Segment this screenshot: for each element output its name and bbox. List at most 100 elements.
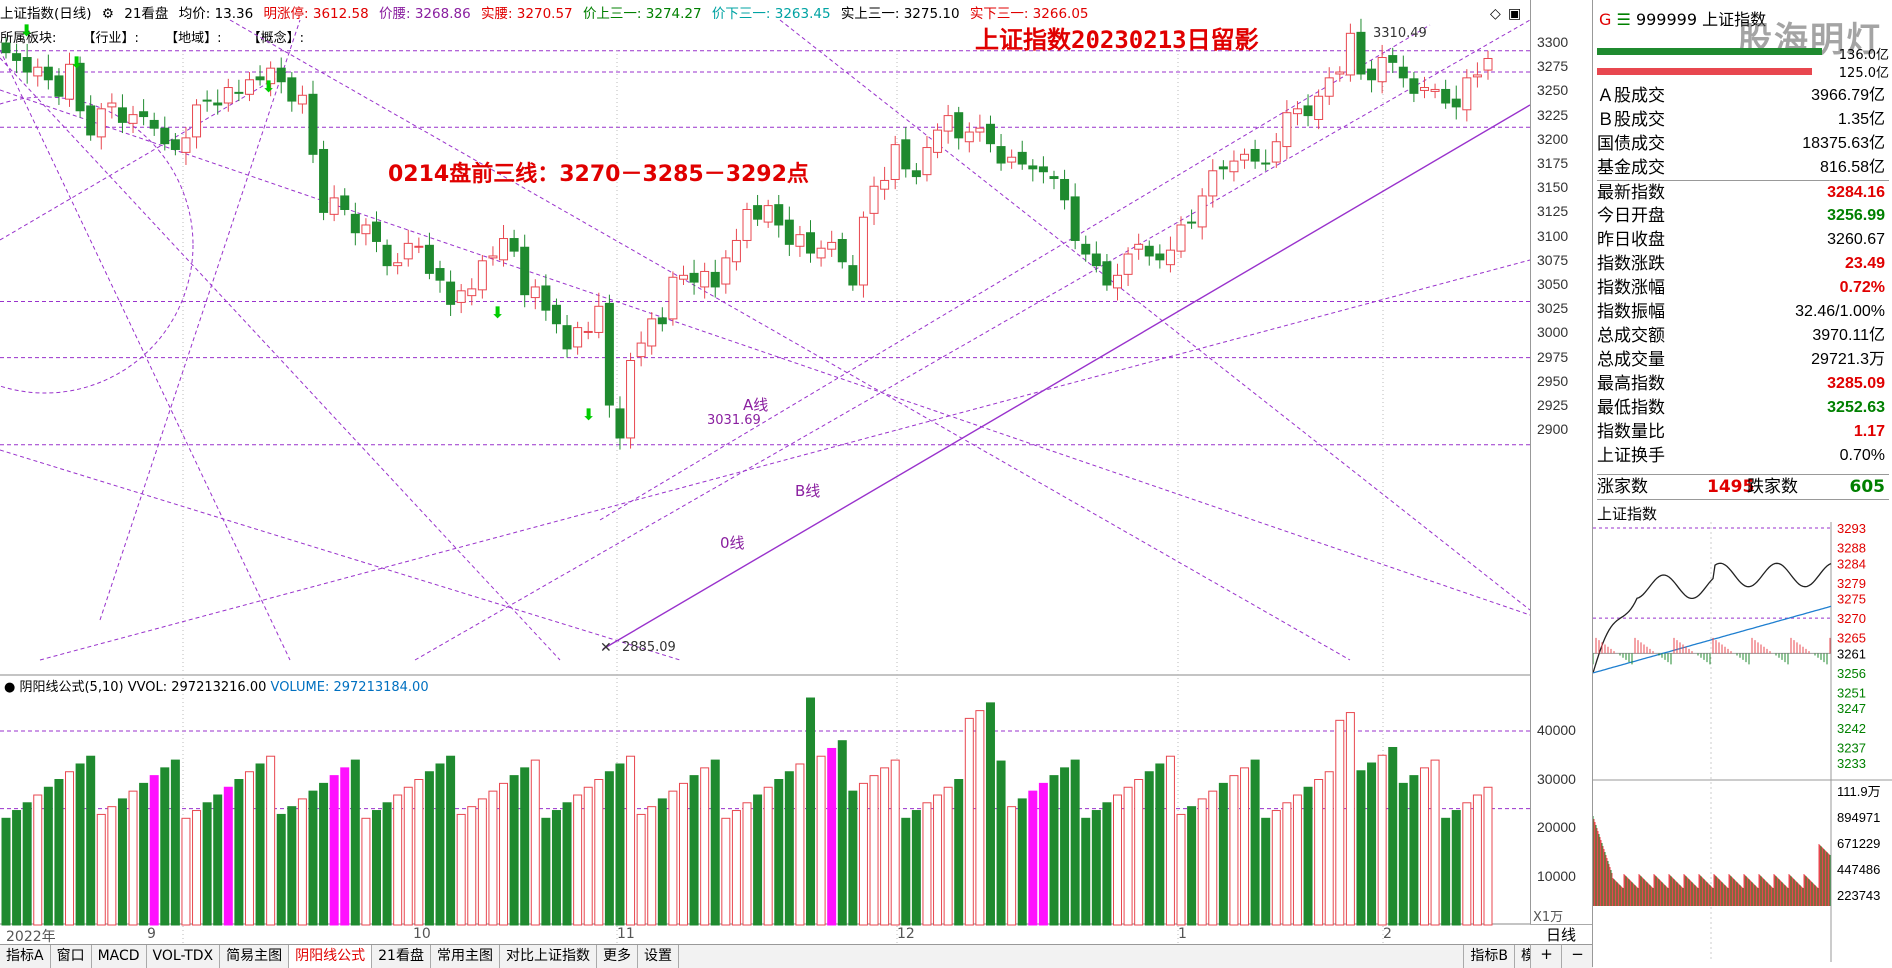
candle-body[interactable] [933,129,943,153]
volume-bar[interactable] [403,786,413,926]
volume-bar[interactable] [1028,790,1038,926]
candle-body[interactable] [1176,224,1186,252]
candle-body[interactable] [1345,32,1355,76]
candle-body[interactable] [361,224,371,235]
volume-bar[interactable] [128,790,138,926]
candle-body[interactable] [647,318,657,347]
volume-bar[interactable] [774,779,784,926]
volume-bar[interactable] [880,767,890,926]
candle-body[interactable] [837,239,847,263]
volume-bar[interactable] [223,786,233,926]
volume-bar[interactable] [287,806,297,926]
candle-body[interactable] [858,216,868,286]
candle-body[interactable] [721,257,731,285]
candle-body[interactable] [65,63,75,100]
volume-bar[interactable] [848,790,858,926]
volume-bar[interactable] [350,759,360,926]
candle-body[interactable] [753,205,763,220]
candle-body[interactable] [520,246,530,296]
volume-bar[interactable] [382,802,392,926]
volume-bar[interactable] [731,810,741,926]
candle-body[interactable] [1462,77,1472,111]
volume-bar[interactable] [858,782,868,926]
diamond-icon[interactable]: ◇ [1490,6,1501,22]
volume-bar[interactable] [1356,770,1366,926]
candle-body[interactable] [1472,74,1482,78]
volume-bar[interactable] [308,790,318,926]
indicator-tab[interactable]: 窗口 [51,945,92,968]
candle-body[interactable] [985,123,995,145]
candle-body[interactable] [1081,243,1091,255]
indicator-tab[interactable]: 常用主图 [431,945,500,968]
trend-line[interactable] [414,19,1530,661]
candle-body[interactable] [266,67,276,85]
candle-body[interactable] [117,107,127,123]
volume-bar[interactable] [297,798,307,926]
volume-bar[interactable] [107,806,117,926]
candle-body[interactable] [488,255,498,259]
volume-bar[interactable] [1462,802,1472,926]
candle-body[interactable] [975,127,985,133]
candle-body[interactable] [626,360,636,439]
volume-bar[interactable] [499,782,509,926]
candle-body[interactable] [223,87,233,104]
candle-body[interactable] [954,112,964,139]
volume-bar[interactable] [1324,771,1334,926]
candle-body[interactable] [393,262,403,267]
volume-bar[interactable] [1261,817,1271,926]
candle-body[interactable] [181,137,191,153]
volume-bar[interactable] [319,782,329,926]
volume-bar[interactable] [615,763,625,926]
candle-body[interactable] [636,342,646,358]
volume-bar[interactable] [1430,759,1440,926]
candle-body[interactable] [509,238,519,252]
candle-body[interactable] [657,317,667,325]
trend-line[interactable] [0,449,681,661]
volume-bar[interactable] [488,790,498,926]
candle-body[interactable] [435,268,445,281]
volume-bar[interactable] [467,806,477,926]
trend-line[interactable] [779,19,1530,611]
volume-bar[interactable] [117,798,127,926]
volume-bar[interactable] [530,759,540,926]
volume-bar[interactable] [933,794,943,926]
volume-bar[interactable] [1303,786,1313,926]
volume-bar[interactable] [1229,775,1239,926]
volume-bar[interactable] [721,817,731,926]
volume-bar[interactable] [943,786,953,926]
candle-body[interactable] [319,148,329,213]
candle-body[interactable] [1314,95,1324,120]
volume-bar[interactable] [1472,794,1482,926]
candle-body[interactable] [1038,166,1048,173]
candle-body[interactable] [604,302,614,406]
volume-bar[interactable] [170,759,180,926]
candle-body[interactable] [1187,221,1197,224]
candle-body[interactable] [1007,156,1017,163]
volume-bar[interactable] [234,779,244,926]
trend-line[interactable] [0,89,1530,616]
volume-bar[interactable] [668,790,678,926]
candle-body[interactable] [1197,195,1207,228]
volume-bar[interactable] [456,813,466,926]
candle-body[interactable] [329,197,339,215]
period-tab[interactable]: 21看盘 [124,6,169,22]
volume-bar[interactable] [922,802,932,926]
volume-bar[interactable] [742,802,752,926]
candle-body[interactable] [1060,178,1070,201]
sector-industry[interactable]: 【行业】: [82,31,139,46]
candle-body[interactable] [1240,153,1250,161]
candle-body[interactable] [964,131,974,143]
candle-body[interactable] [1134,243,1144,250]
candle-body[interactable] [456,290,466,303]
candle-body[interactable] [710,271,720,288]
volume-bar[interactable] [1388,746,1398,926]
volume-bar[interactable] [626,755,636,926]
volume-bar[interactable] [1007,806,1017,926]
candle-body[interactable] [160,127,170,145]
volume-bar[interactable] [213,794,223,926]
candle-body[interactable] [12,53,22,61]
volume-bar[interactable] [1155,763,1165,926]
volume-bar[interactable] [65,771,75,926]
volume-bar[interactable] [1113,794,1122,926]
volume-bar[interactable] [192,810,202,926]
